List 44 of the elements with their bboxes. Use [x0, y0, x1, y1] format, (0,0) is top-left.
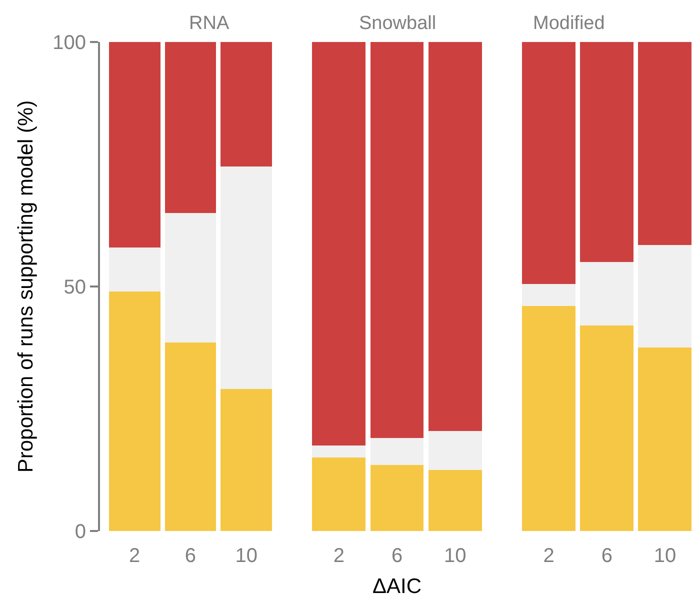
- bar: [108, 42, 160, 248]
- bar: [370, 42, 424, 438]
- bar: [580, 326, 634, 531]
- bar: [428, 42, 482, 431]
- bar: [522, 284, 576, 306]
- bar: [164, 342, 216, 531]
- chart-title: RNA: [189, 13, 230, 34]
- x-tick-label: 6: [184, 545, 196, 567]
- bar: [370, 438, 424, 465]
- chart-title: Snowball: [359, 13, 436, 34]
- bar: [164, 42, 216, 214]
- x-tick-label: 10: [444, 545, 466, 567]
- bar: [164, 213, 216, 343]
- y-tick-label: 50: [64, 276, 86, 298]
- bar: [522, 306, 576, 531]
- x-tick-label: 10: [235, 545, 258, 567]
- bar: [522, 42, 576, 284]
- bar: [108, 291, 160, 531]
- x-tick-label: 2: [129, 545, 140, 567]
- bar: [370, 464, 424, 531]
- bar: [428, 430, 482, 470]
- chart-title: Modified: [533, 13, 605, 34]
- x-tick-label: 6: [391, 545, 403, 567]
- bar: [312, 445, 366, 458]
- bar: [220, 389, 272, 531]
- x-tick-label: 6: [601, 545, 612, 567]
- x-tick-label: 2: [333, 545, 344, 567]
- x-tick-label: 2: [543, 545, 554, 567]
- bar: [580, 262, 634, 326]
- y-tick-label: 0: [74, 521, 86, 543]
- y-tick-label: 100: [52, 32, 86, 54]
- bar: [638, 348, 692, 531]
- bar: [220, 166, 272, 390]
- bar: [638, 42, 692, 245]
- bar: [312, 42, 366, 446]
- bar: [638, 244, 692, 348]
- bar: [428, 470, 482, 531]
- bar: [312, 458, 366, 531]
- x-tick-label: 10: [654, 545, 676, 567]
- bar: [580, 42, 634, 262]
- bar: [220, 42, 272, 167]
- x-axis-title: ΔAIC: [372, 575, 422, 598]
- y-axis-title: Proportion of runs supporting model (%): [14, 100, 38, 473]
- bar: [108, 247, 160, 292]
